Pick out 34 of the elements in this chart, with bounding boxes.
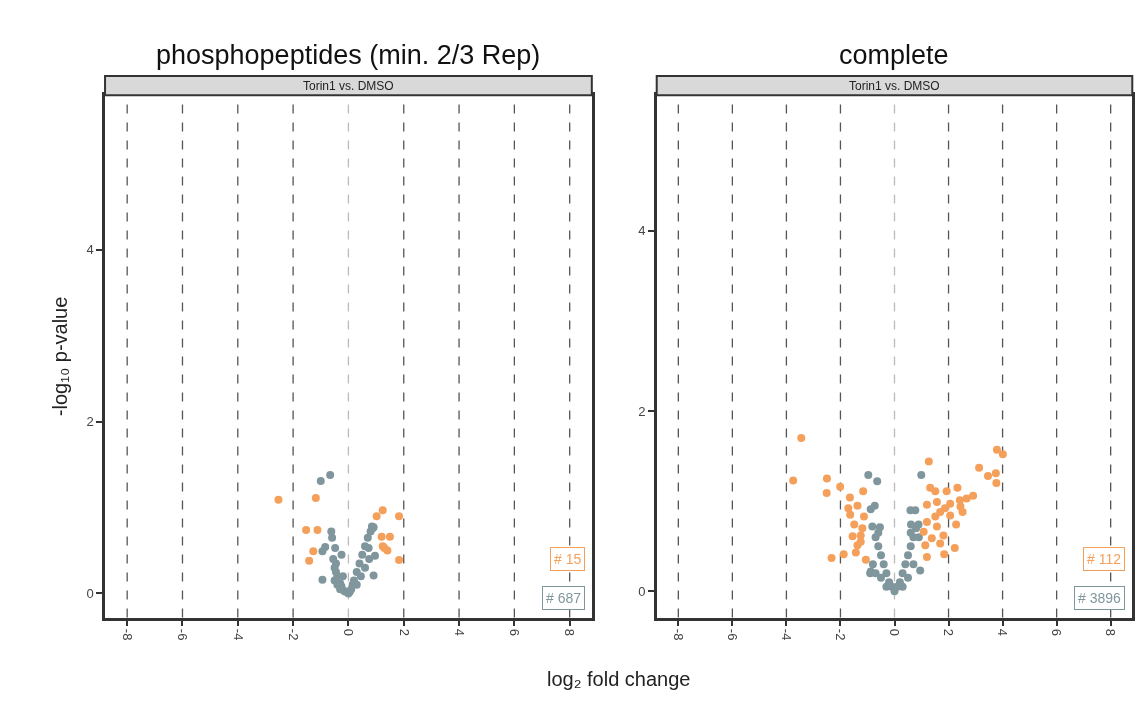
y-tick-label: 0 (86, 586, 94, 601)
x-tick-label: 6 (1049, 628, 1065, 637)
chart-title: phosphopeptides (min. 2/3 Rep) (156, 40, 541, 70)
y-tick-label: 4 (86, 242, 94, 258)
annotation: # 687 (546, 590, 582, 606)
y-axis-title: -log₁₀ p-value (48, 296, 71, 417)
x-tick-label: 2 (396, 628, 412, 637)
x-tick-label: 0 (341, 628, 357, 637)
x-tick-label: 6 (507, 628, 523, 637)
annotation: # 3896 (1078, 590, 1122, 606)
y-tick-label: 0 (638, 583, 646, 599)
x-tick-label: 8 (1103, 628, 1119, 637)
x-tick-label: -8 (671, 628, 687, 641)
annotation: # 15 (554, 551, 582, 567)
x-tick-label: -4 (779, 628, 795, 641)
x-tick-label: 4 (451, 628, 467, 637)
y-tick-label: 4 (638, 223, 646, 239)
x-tick-label: 8 (562, 628, 578, 637)
chart-subtitle: Torin1 vs. DMSO (849, 79, 940, 93)
x-axis-title: log₂ fold change (547, 668, 691, 690)
x-tick-label: 4 (995, 628, 1011, 637)
x-tick-label: -6 (725, 628, 741, 641)
x-tick-label: -2 (833, 628, 849, 641)
x-tick-label: -2 (285, 628, 301, 641)
x-tick-label: 0 (887, 628, 903, 637)
chart-title: complete (839, 40, 949, 70)
x-tick-label: 2 (941, 628, 957, 637)
y-tick-label: 2 (638, 403, 646, 419)
chart-subtitle: Torin1 vs. DMSO (303, 79, 394, 93)
y-tick-label: 2 (86, 414, 94, 430)
annotation: # 112 (1087, 551, 1122, 567)
x-tick-label: -8 (119, 628, 135, 641)
x-tick-label: -4 (230, 628, 246, 641)
x-tick-label: -6 (175, 628, 191, 641)
